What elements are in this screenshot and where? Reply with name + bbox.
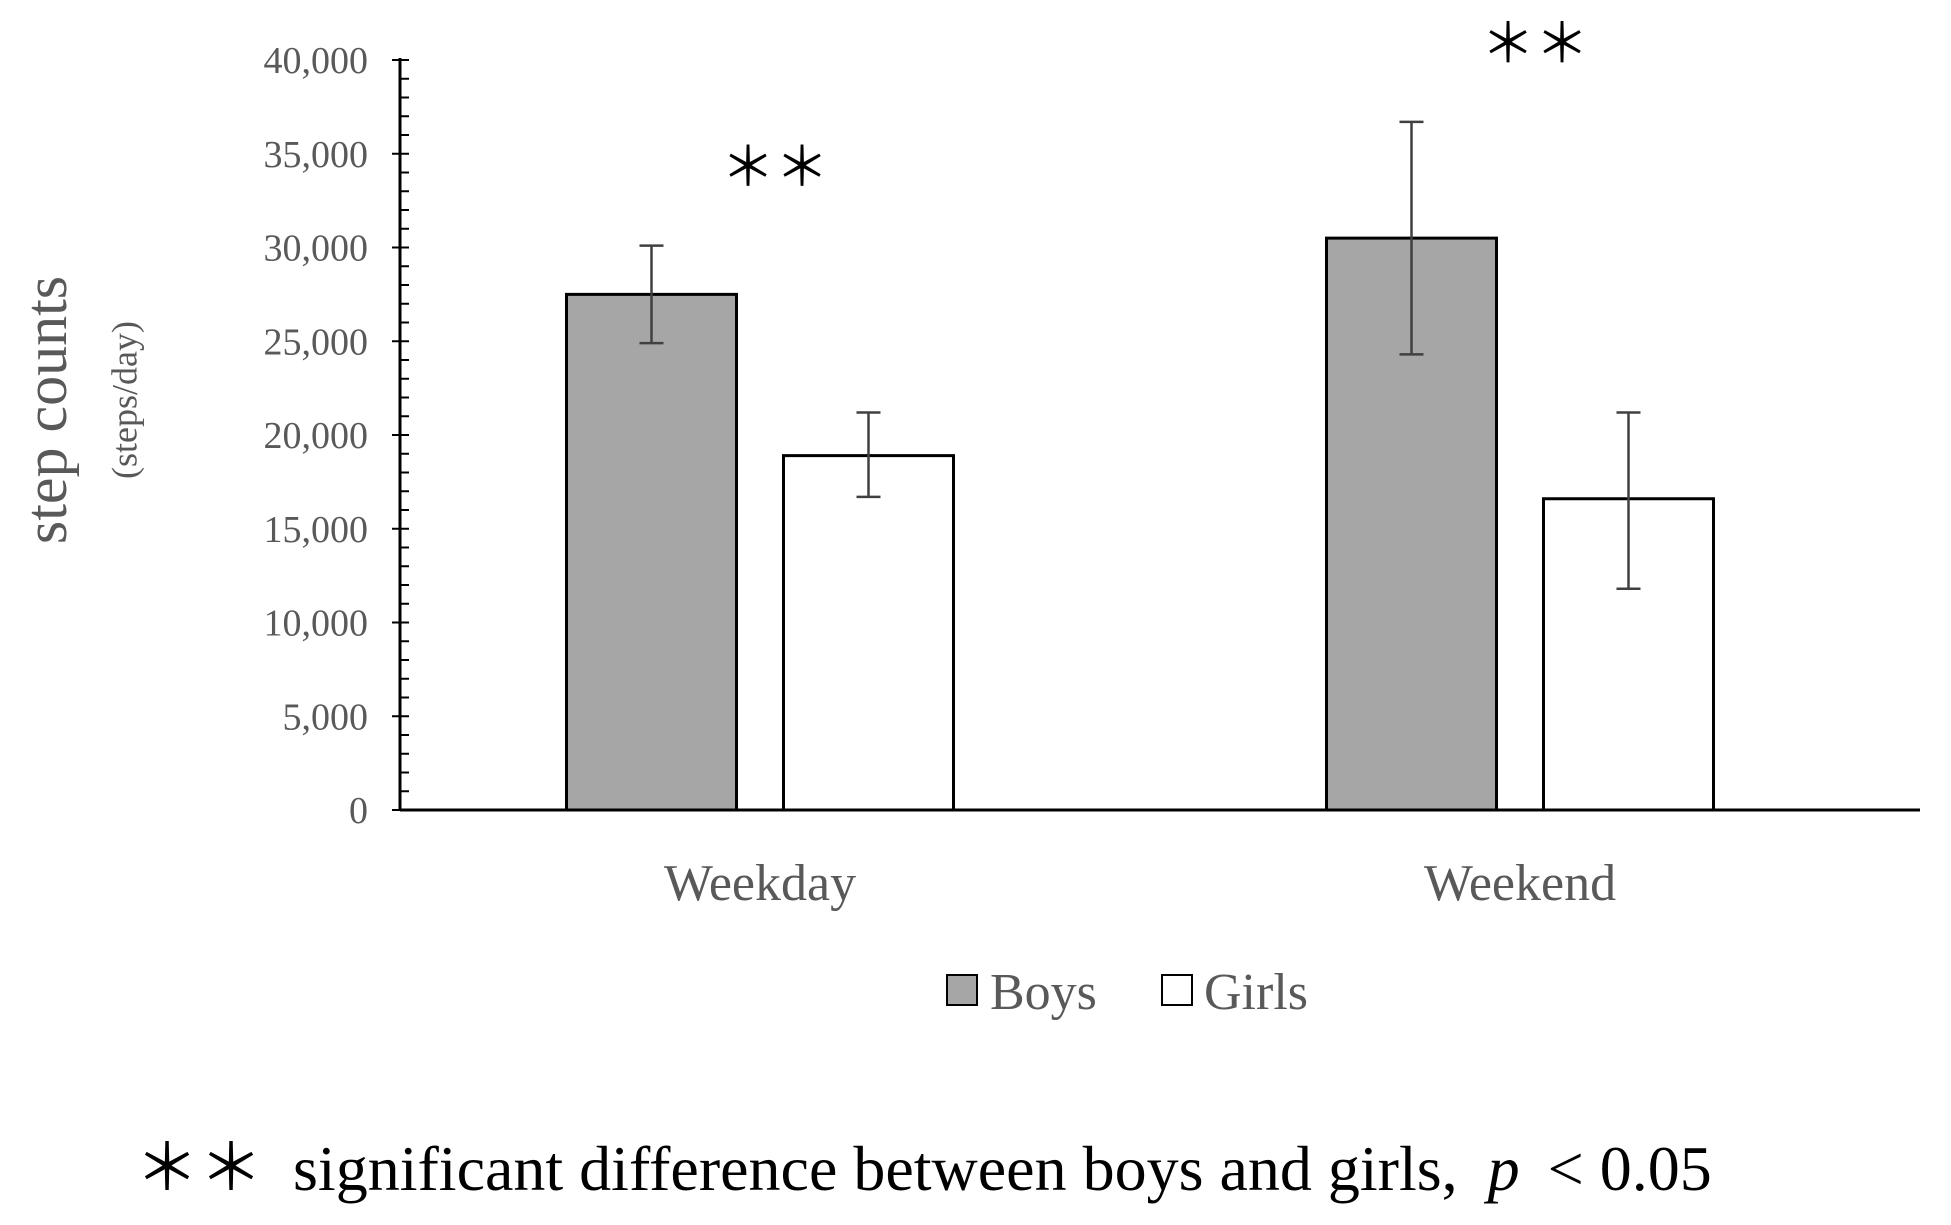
y-tick-label: 30,000 [264, 228, 369, 270]
y-tick-label: 10,000 [264, 603, 369, 645]
y-tick-label: 15,000 [264, 509, 369, 551]
footnote-p-value: < 0.05 [1548, 1133, 1712, 1204]
y-tick-label: 0 [349, 790, 368, 832]
y-tick-label: 20,000 [264, 415, 369, 457]
x-tick-label-weekend: Weekend [1424, 855, 1616, 912]
y-axis-unit: (steps/day) [104, 321, 144, 479]
bar-boys-weekday [565, 292, 738, 812]
legend-label-girls: Girls [1204, 964, 1308, 1021]
error-bar-girls-weekend [1616, 411, 1641, 590]
error-bar-boys-weekend [1399, 120, 1424, 356]
x-tick-label-weekday: Weekday [664, 855, 856, 912]
y-tick-label: 25,000 [264, 321, 369, 363]
footnote-p-symbol: p [1484, 1133, 1520, 1204]
axes-layer [392, 58, 1920, 812]
error-bar-boys-weekday [639, 244, 664, 345]
bars-layer [565, 236, 1715, 812]
legend-swatch-boys [946, 974, 978, 1006]
legend-label-boys: Boys [990, 964, 1097, 1021]
labels-layer: Weekday ＊＊ Weekend ＊＊ 0 5,000 10,000 15,000 20,0… [264, 14, 1617, 912]
legend-swatch-girls [1161, 974, 1193, 1006]
footnote-text: significant difference between boys and … [293, 1133, 1458, 1204]
error-bars-layer [639, 120, 1641, 590]
footnote: ＊＊ significant difference between boys a… [135, 1133, 1712, 1204]
significance-mark-weekday: ＊＊ [721, 138, 829, 198]
y-axis-title: step counts [13, 276, 79, 544]
y-tick-label: 40,000 [264, 40, 369, 82]
bar-girls-weekday [782, 454, 955, 812]
legend: Boys Girls [946, 964, 1308, 1021]
footnote-marks: ＊＊ [135, 1133, 263, 1204]
significance-mark-weekend: ＊＊ [1481, 14, 1589, 74]
y-tick-label: 35,000 [264, 134, 369, 176]
y-tick-label: 5,000 [283, 696, 369, 738]
error-bar-girls-weekday [856, 411, 881, 499]
